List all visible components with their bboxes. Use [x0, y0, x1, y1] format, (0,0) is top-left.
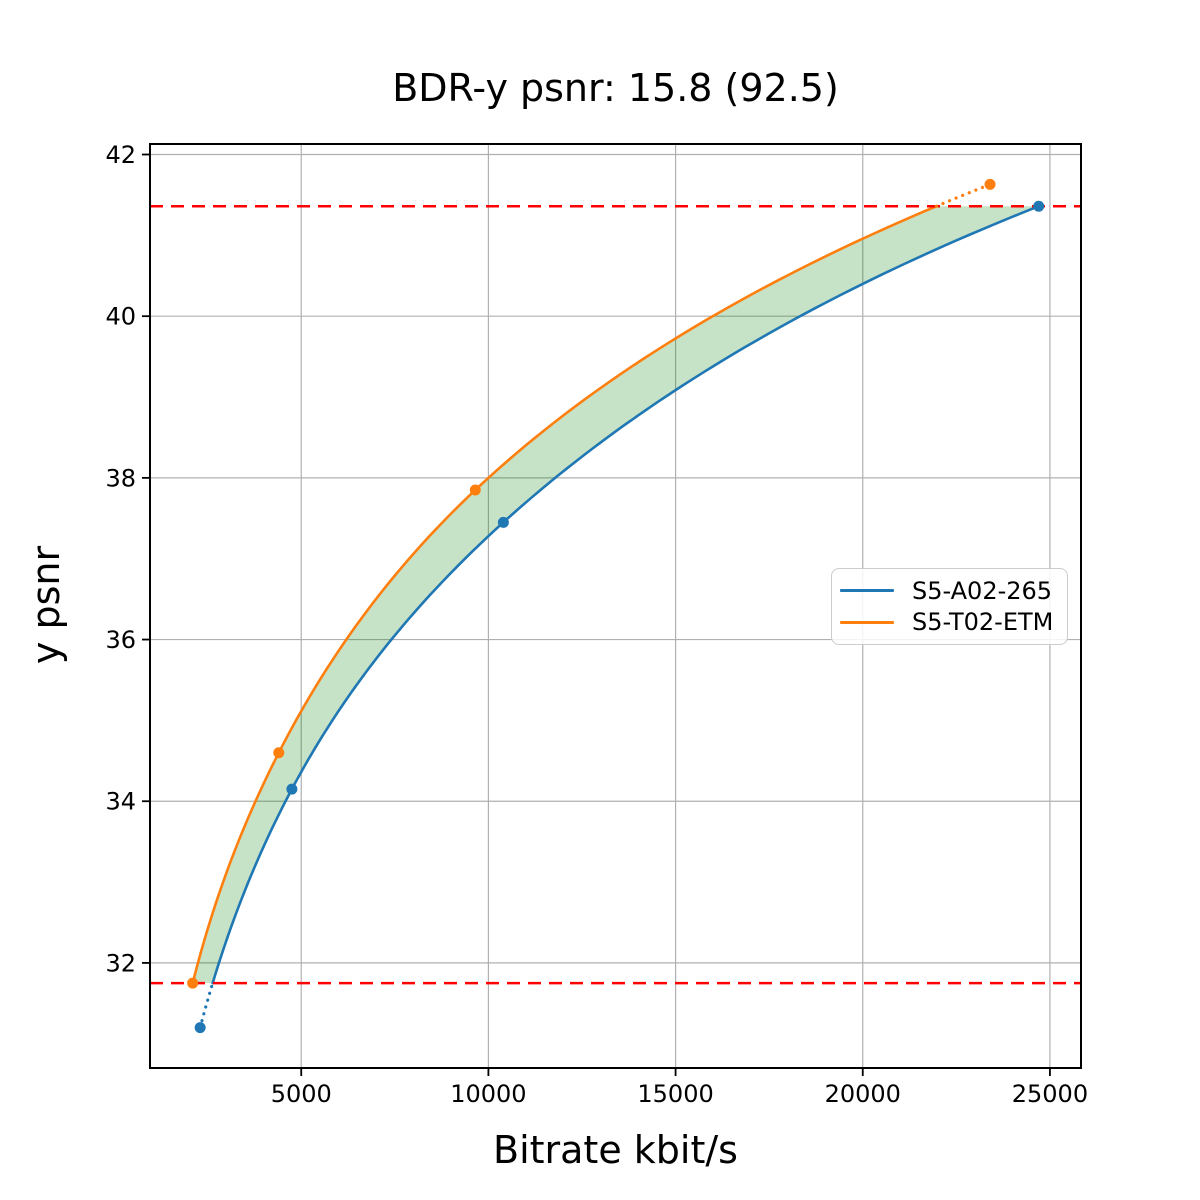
- x-tick-label: 5000: [271, 1080, 332, 1108]
- data-point-S5-T02-ETM: [469, 484, 481, 496]
- x-axis-label: Bitrate kbit/s: [493, 1128, 738, 1172]
- data-point-S5-T02-ETM: [187, 977, 199, 989]
- y-tick-label: 32: [105, 949, 136, 977]
- legend-line-sample-orange: [840, 620, 894, 624]
- data-point-S5-A02-265: [497, 516, 509, 528]
- x-tick-label: 25000: [1012, 1080, 1088, 1108]
- legend-item: S5-T02-ETM: [840, 608, 1055, 636]
- legend: S5-A02-265 S5-T02-ETM: [831, 568, 1068, 645]
- data-point-S5-T02-ETM: [984, 178, 996, 190]
- series-curve-S5-A02-265: [211, 204, 1040, 985]
- data-point-S5-A02-265: [1033, 200, 1045, 212]
- x-tick-label: 10000: [450, 1080, 526, 1108]
- legend-label: S5-A02-265: [912, 576, 1053, 605]
- series-curve-S5-T02-ETM: [191, 204, 938, 985]
- x-tick-label: 15000: [637, 1080, 713, 1108]
- y-tick-label: 40: [105, 303, 136, 331]
- legend-line-sample-blue: [840, 589, 894, 593]
- y-tick-label: 36: [105, 626, 136, 654]
- data-point-S5-A02-265: [286, 783, 298, 795]
- series-dotted-extension-S5-A02-265: [198, 981, 215, 1030]
- y-tick-label: 34: [105, 788, 136, 816]
- chart-title: BDR-y psnr: 15.8 (92.5): [392, 66, 839, 110]
- data-point-S5-T02-ETM: [273, 747, 285, 759]
- data-point-S5-A02-265: [194, 1022, 206, 1034]
- y-tick-label: 42: [105, 141, 136, 169]
- y-tick-label: 38: [105, 464, 136, 492]
- plot-border: [149, 143, 1082, 1069]
- x-tick-label: 20000: [825, 1080, 901, 1108]
- legend-item: S5-A02-265: [840, 577, 1055, 605]
- legend-label: S5-T02-ETM: [912, 608, 1054, 637]
- series-dotted-extension-S5-T02-ETM: [934, 182, 992, 208]
